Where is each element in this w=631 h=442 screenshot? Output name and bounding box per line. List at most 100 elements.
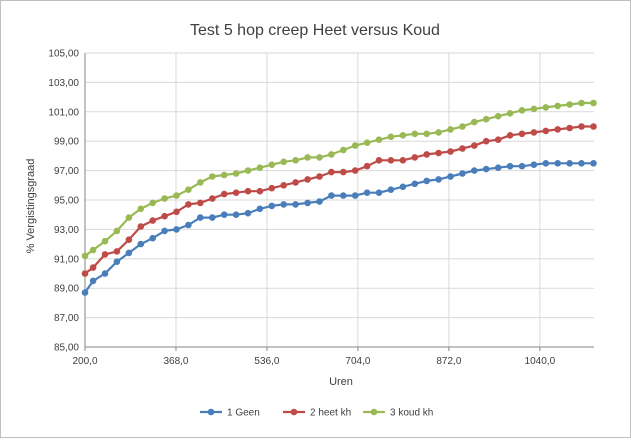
data-point xyxy=(280,182,288,189)
data-point xyxy=(518,130,526,138)
data-point xyxy=(459,145,466,152)
data-point xyxy=(578,160,585,167)
data-point xyxy=(149,199,156,207)
data-point xyxy=(411,180,419,188)
data-point xyxy=(328,192,335,199)
data-point xyxy=(435,176,442,183)
data-point xyxy=(185,201,192,208)
y-axis-title: % Vergistingsgraad xyxy=(25,159,37,254)
data-point xyxy=(113,258,121,266)
y-tick-label: 93,00 xyxy=(54,225,79,236)
data-point xyxy=(268,202,276,210)
data-point xyxy=(471,167,478,174)
data-point xyxy=(316,173,323,180)
data-point xyxy=(256,164,264,171)
data-point xyxy=(566,101,573,108)
data-point xyxy=(81,252,89,260)
data-point xyxy=(125,236,133,243)
data-point xyxy=(81,289,89,296)
data-point xyxy=(101,251,109,258)
data-point xyxy=(351,142,359,149)
data-point xyxy=(137,240,145,248)
data-point xyxy=(471,118,478,126)
data-point xyxy=(375,157,383,164)
data-point xyxy=(244,209,252,217)
data-point xyxy=(137,205,145,213)
data-point xyxy=(447,126,454,133)
data-point xyxy=(590,160,597,167)
y-tick-label: 87,00 xyxy=(54,313,79,324)
data-point xyxy=(542,104,550,111)
data-point xyxy=(494,136,502,143)
data-point xyxy=(506,110,514,117)
data-point xyxy=(435,149,442,157)
data-point xyxy=(566,160,573,167)
data-point xyxy=(197,214,204,221)
legend-item: 1 Geen xyxy=(200,408,260,419)
data-point xyxy=(399,157,407,164)
series-line xyxy=(84,162,594,294)
series-layer xyxy=(81,99,597,296)
data-point xyxy=(578,99,585,107)
data-point xyxy=(494,164,502,171)
data-point xyxy=(435,129,442,136)
x-tick-label: 872,0 xyxy=(436,356,461,367)
data-point xyxy=(399,183,407,191)
data-point xyxy=(256,187,264,195)
data-point xyxy=(209,195,216,202)
data-point xyxy=(89,277,97,285)
data-point xyxy=(375,189,383,196)
data-point xyxy=(542,127,550,135)
data-point xyxy=(137,223,145,230)
legend-label: 1 Geen xyxy=(227,408,260,419)
data-point xyxy=(518,107,526,114)
series-1 xyxy=(81,160,597,296)
data-point xyxy=(304,176,311,183)
data-point xyxy=(554,160,561,167)
series-3 xyxy=(81,99,597,260)
x-tick-label: 1040,0 xyxy=(525,356,556,367)
data-point xyxy=(304,199,311,207)
series-2 xyxy=(81,123,597,277)
y-tick-label: 105,00 xyxy=(48,49,79,60)
data-point xyxy=(292,179,299,186)
y-tick-label: 85,00 xyxy=(54,343,79,354)
data-point xyxy=(590,123,597,130)
data-point xyxy=(399,132,407,139)
data-point xyxy=(268,184,276,192)
data-point xyxy=(89,264,97,271)
data-point xyxy=(185,221,192,229)
data-point xyxy=(232,211,240,218)
y-tick-label: 89,00 xyxy=(54,284,79,295)
data-point xyxy=(554,126,561,133)
data-point xyxy=(554,102,561,110)
data-point xyxy=(518,162,526,170)
data-point xyxy=(566,124,573,132)
data-point xyxy=(363,162,371,170)
data-point xyxy=(482,115,490,123)
data-point xyxy=(363,189,371,196)
x-tick-label: 200,0 xyxy=(72,356,97,367)
y-tick-label: 99,00 xyxy=(54,137,79,148)
x-tick-label: 704,0 xyxy=(345,356,370,367)
data-point xyxy=(340,146,347,154)
data-point xyxy=(387,133,395,141)
data-point xyxy=(197,199,204,207)
data-point xyxy=(459,123,466,130)
data-point xyxy=(113,248,121,255)
legend-item: 3 koud kh xyxy=(363,408,433,419)
data-point xyxy=(304,154,311,161)
data-point xyxy=(387,186,395,193)
data-point xyxy=(256,205,264,213)
data-point xyxy=(411,154,419,161)
data-point xyxy=(447,173,454,180)
data-point xyxy=(530,105,538,113)
data-point xyxy=(506,132,514,139)
legend-marker xyxy=(290,408,298,416)
data-point xyxy=(494,112,502,120)
data-point xyxy=(197,179,204,186)
data-point xyxy=(161,195,168,202)
data-point xyxy=(328,168,335,176)
data-point xyxy=(423,130,431,138)
data-point xyxy=(125,249,133,257)
